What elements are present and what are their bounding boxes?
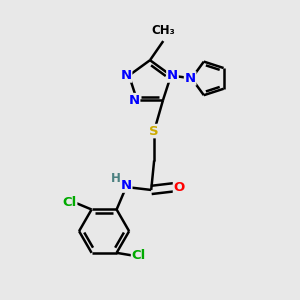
Text: N: N [121,179,132,192]
Text: N: N [121,69,132,82]
Text: Cl: Cl [62,196,76,208]
Text: O: O [173,181,185,194]
Text: N: N [167,69,178,82]
Text: N: N [128,94,140,106]
Text: S: S [149,124,159,138]
Text: H: H [111,172,121,185]
Text: CH₃: CH₃ [152,24,175,37]
Text: Cl: Cl [132,249,146,262]
Text: N: N [184,72,196,85]
